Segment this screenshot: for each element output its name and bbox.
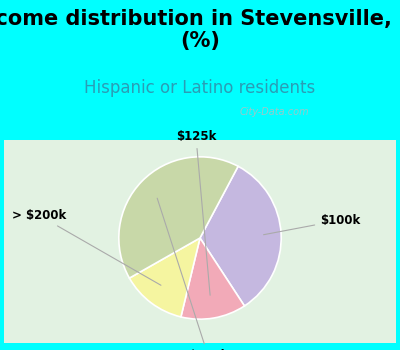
Wedge shape xyxy=(119,157,238,278)
Wedge shape xyxy=(181,238,244,319)
Text: Hispanic or Latino residents: Hispanic or Latino residents xyxy=(84,79,316,97)
Text: $125k: $125k xyxy=(176,130,216,295)
Wedge shape xyxy=(200,166,281,306)
Text: Income distribution in Stevensville, MI
(%): Income distribution in Stevensville, MI … xyxy=(0,9,400,51)
Text: $100k: $100k xyxy=(264,214,360,235)
Wedge shape xyxy=(129,238,200,317)
Text: $150k: $150k xyxy=(157,198,228,350)
Text: > $200k: > $200k xyxy=(12,209,161,285)
FancyBboxPatch shape xyxy=(4,140,396,343)
Text: City-Data.com: City-Data.com xyxy=(240,107,310,117)
